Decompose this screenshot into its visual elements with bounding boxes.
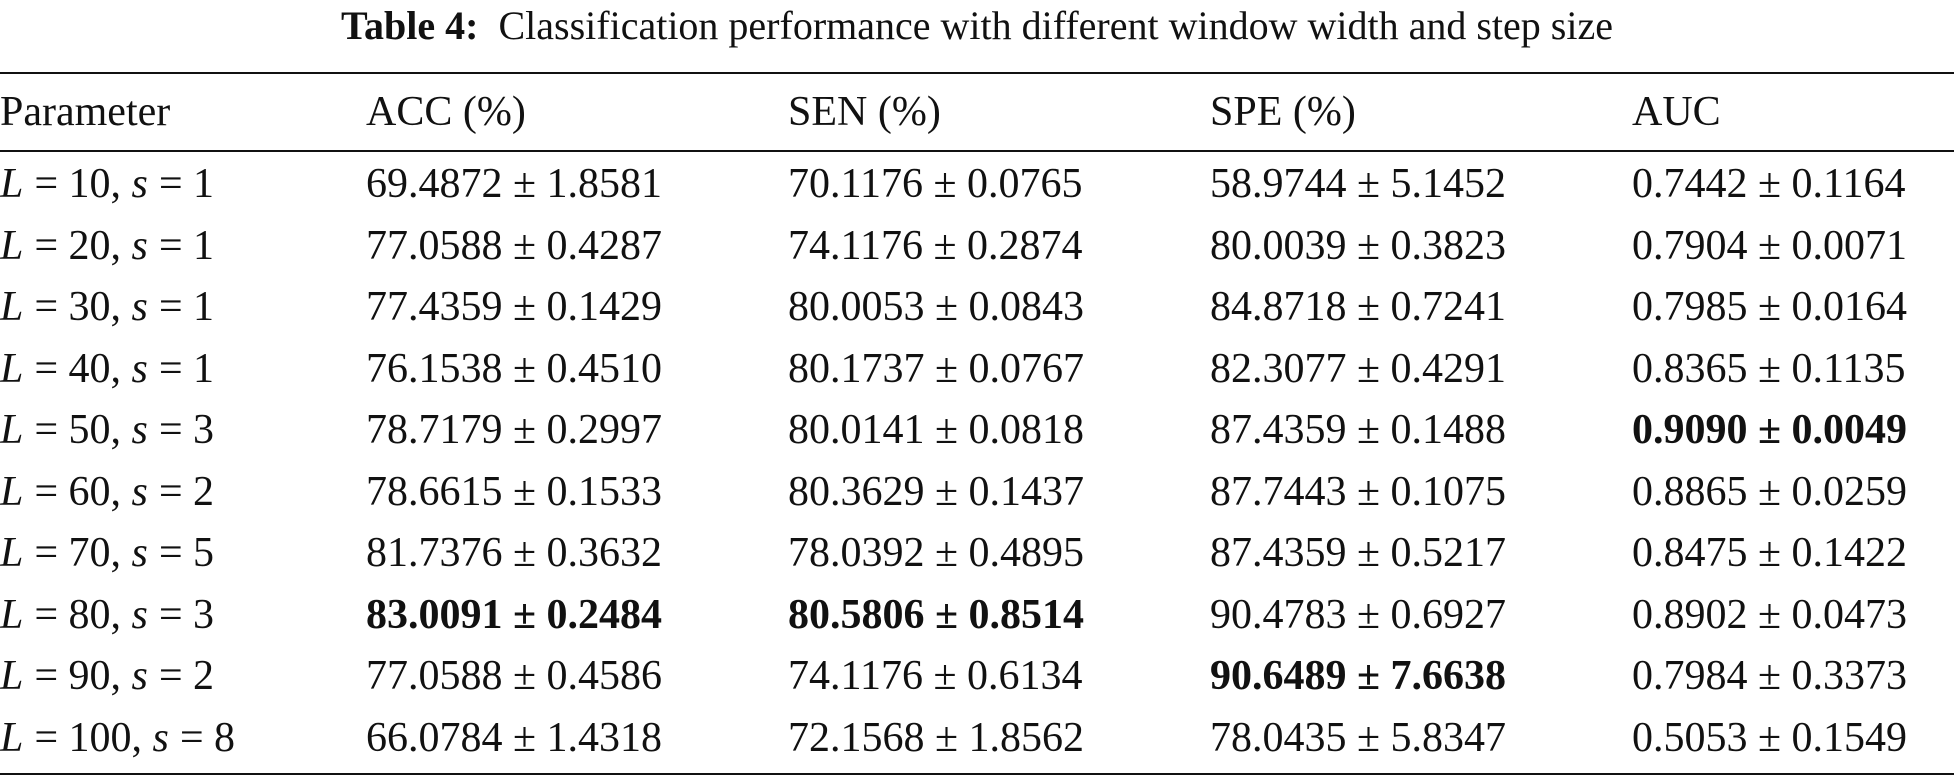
sen-cell: 80.3629 ± 0.1437 [788, 468, 1085, 515]
results-table: Parameter ACC (%) SEN (%) SPE (%) AUC L … [0, 74, 1954, 769]
table-caption-label: Table 4: [341, 3, 479, 48]
spe-cell: 87.7443 ± 0.1075 [1210, 468, 1507, 515]
spe-cell: 78.0435 ± 5.8347 [1210, 714, 1507, 761]
step-size-value: 5 [193, 530, 215, 576]
table-row: L = 90, s = 2 77.0588 ± 0.4586 74.1176 ± 0… [0, 646, 1954, 708]
header-spe: SPE (%) [1210, 89, 1356, 135]
step-size-value: 1 [193, 345, 215, 392]
sen-cell: 70.1176 ± 0.0765 [788, 161, 1083, 207]
parameter-cell: L = 90, s = 2 [0, 653, 215, 699]
parameter-cell: L = 80, s = 3 [0, 591, 215, 638]
auc-cell: 0.8902 ± 0.0473 [1632, 591, 1908, 638]
auc-cell: 0.7442 ± 0.1164 [1632, 161, 1906, 207]
parameter-cell: L = 100, s = 8 [0, 714, 236, 761]
parameter-cell: L = 20, s = 1 [0, 222, 215, 269]
table-row: L = 20, s = 1 77.0588 ± 0.4287 74.1176 ± 0… [0, 216, 1954, 278]
spe-cell: 58.9744 ± 5.1452 [1210, 161, 1507, 207]
parameter-cell: L = 10, s = 1 [0, 161, 215, 207]
acc-cell: 78.6615 ± 0.1533 [366, 468, 663, 515]
auc-cell: 0.7985 ± 0.0164 [1632, 284, 1908, 330]
spe-cell: 87.4359 ± 0.1488 [1210, 407, 1507, 453]
sen-cell: 80.1737 ± 0.0767 [788, 345, 1085, 392]
spe-cell: 82.3077 ± 0.4291 [1210, 345, 1507, 392]
header-sen: SEN (%) [788, 89, 941, 135]
step-size-value: 2 [193, 653, 215, 699]
sen-cell: 74.1176 ± 0.6134 [788, 653, 1083, 699]
step-size-value: 1 [193, 284, 215, 330]
auc-cell: 0.8365 ± 0.1135 [1632, 345, 1906, 392]
window-width-value: 60 [68, 468, 111, 515]
acc-cell: 77.0588 ± 0.4586 [366, 653, 663, 699]
table-header-row: Parameter ACC (%) SEN (%) SPE (%) AUC [0, 74, 1954, 150]
auc-cell: 0.7984 ± 0.3373 [1632, 653, 1908, 699]
table-row: L = 40, s = 1 76.1538 ± 0.4510 80.1737 ± 0… [0, 339, 1954, 401]
header-acc: ACC (%) [366, 89, 526, 135]
acc-cell: 69.4872 ± 1.8581 [366, 161, 663, 207]
window-width-value: 80 [68, 591, 111, 638]
table-row: L = 10, s = 1 69.4872 ± 1.8581 70.1176 ± 0… [0, 154, 1954, 216]
parameter-cell: L = 30, s = 1 [0, 284, 215, 330]
sen-cell: 74.1176 ± 0.2874 [788, 222, 1083, 269]
auc-cell: 0.7904 ± 0.0071 [1632, 222, 1908, 269]
acc-cell: 77.0588 ± 0.4287 [366, 222, 663, 269]
table-row: L = 50, s = 3 78.7179 ± 0.2997 80.0141 ± 0… [0, 400, 1954, 462]
parameter-cell: L = 70, s = 5 [0, 530, 215, 576]
table-row: L = 100, s = 8 66.0784 ± 1.4318 72.1568 ± … [0, 708, 1954, 770]
table-row: L = 30, s = 1 77.4359 ± 0.1429 80.0053 ± 0… [0, 277, 1954, 339]
auc-cell: 0.8865 ± 0.0259 [1632, 468, 1908, 515]
acc-cell: 81.7376 ± 0.3632 [366, 530, 663, 576]
acc-cell: 83.0091 ± 0.2484 [366, 591, 663, 638]
table-caption-text: Classification performance with differen… [498, 3, 1613, 48]
parameter-cell: L = 40, s = 1 [0, 345, 215, 392]
parameter-cell: L = 60, s = 2 [0, 468, 215, 515]
spe-cell: 80.0039 ± 0.3823 [1210, 222, 1507, 269]
table-row: L = 70, s = 5 81.7376 ± 0.3632 78.0392 ± 0… [0, 523, 1954, 585]
sen-cell: 80.5806 ± 0.8514 [788, 591, 1085, 638]
window-width-value: 100 [68, 714, 132, 761]
table-row: L = 80, s = 3 83.0091 ± 0.2484 80.5806 ± 0… [0, 585, 1954, 647]
table-body: L = 10, s = 1 69.4872 ± 1.8581 70.1176 ± 0… [0, 150, 1954, 769]
sen-cell: 72.1568 ± 1.8562 [788, 714, 1085, 761]
spe-cell: 87.4359 ± 0.5217 [1210, 530, 1507, 576]
window-width-value: 50 [68, 407, 111, 453]
spe-cell: 90.6489 ± 7.6638 [1210, 653, 1507, 699]
acc-cell: 76.1538 ± 0.4510 [366, 345, 663, 392]
step-size-value: 2 [193, 468, 215, 515]
sen-cell: 78.0392 ± 0.4895 [788, 530, 1085, 576]
spe-cell: 84.8718 ± 0.7241 [1210, 284, 1507, 330]
table-caption: Table 4: Classification performance with… [0, 0, 1954, 52]
window-width-value: 10 [68, 161, 111, 207]
header-parameter: Parameter [0, 89, 171, 135]
step-size-value: 1 [193, 222, 215, 269]
table-top-rule [0, 72, 1954, 74]
parameter-cell: L = 50, s = 3 [0, 407, 215, 453]
window-width-value: 30 [68, 284, 111, 330]
spe-cell: 90.4783 ± 0.6927 [1210, 591, 1507, 638]
header-auc: AUC [1632, 89, 1721, 135]
window-width-value: 90 [68, 653, 111, 699]
sen-cell: 80.0053 ± 0.0843 [788, 284, 1085, 330]
acc-cell: 78.7179 ± 0.2997 [366, 407, 663, 453]
table-header-rule [0, 150, 1954, 152]
acc-cell: 66.0784 ± 1.4318 [366, 714, 663, 761]
step-size-value: 3 [193, 407, 215, 453]
table-bottom-rule [0, 773, 1954, 775]
sen-cell: 80.0141 ± 0.0818 [788, 407, 1085, 453]
window-width-value: 70 [68, 530, 111, 576]
window-width-value: 20 [68, 222, 111, 269]
auc-cell: 0.9090 ± 0.0049 [1632, 407, 1908, 453]
acc-cell: 77.4359 ± 0.1429 [366, 284, 663, 330]
step-size-value: 1 [193, 161, 215, 207]
table-row: L = 60, s = 2 78.6615 ± 0.1533 80.3629 ± 0… [0, 462, 1954, 524]
auc-cell: 0.5053 ± 0.1549 [1632, 714, 1908, 761]
auc-cell: 0.8475 ± 0.1422 [1632, 530, 1908, 576]
step-size-value: 8 [214, 714, 236, 761]
step-size-value: 3 [193, 591, 215, 638]
window-width-value: 40 [68, 345, 111, 392]
